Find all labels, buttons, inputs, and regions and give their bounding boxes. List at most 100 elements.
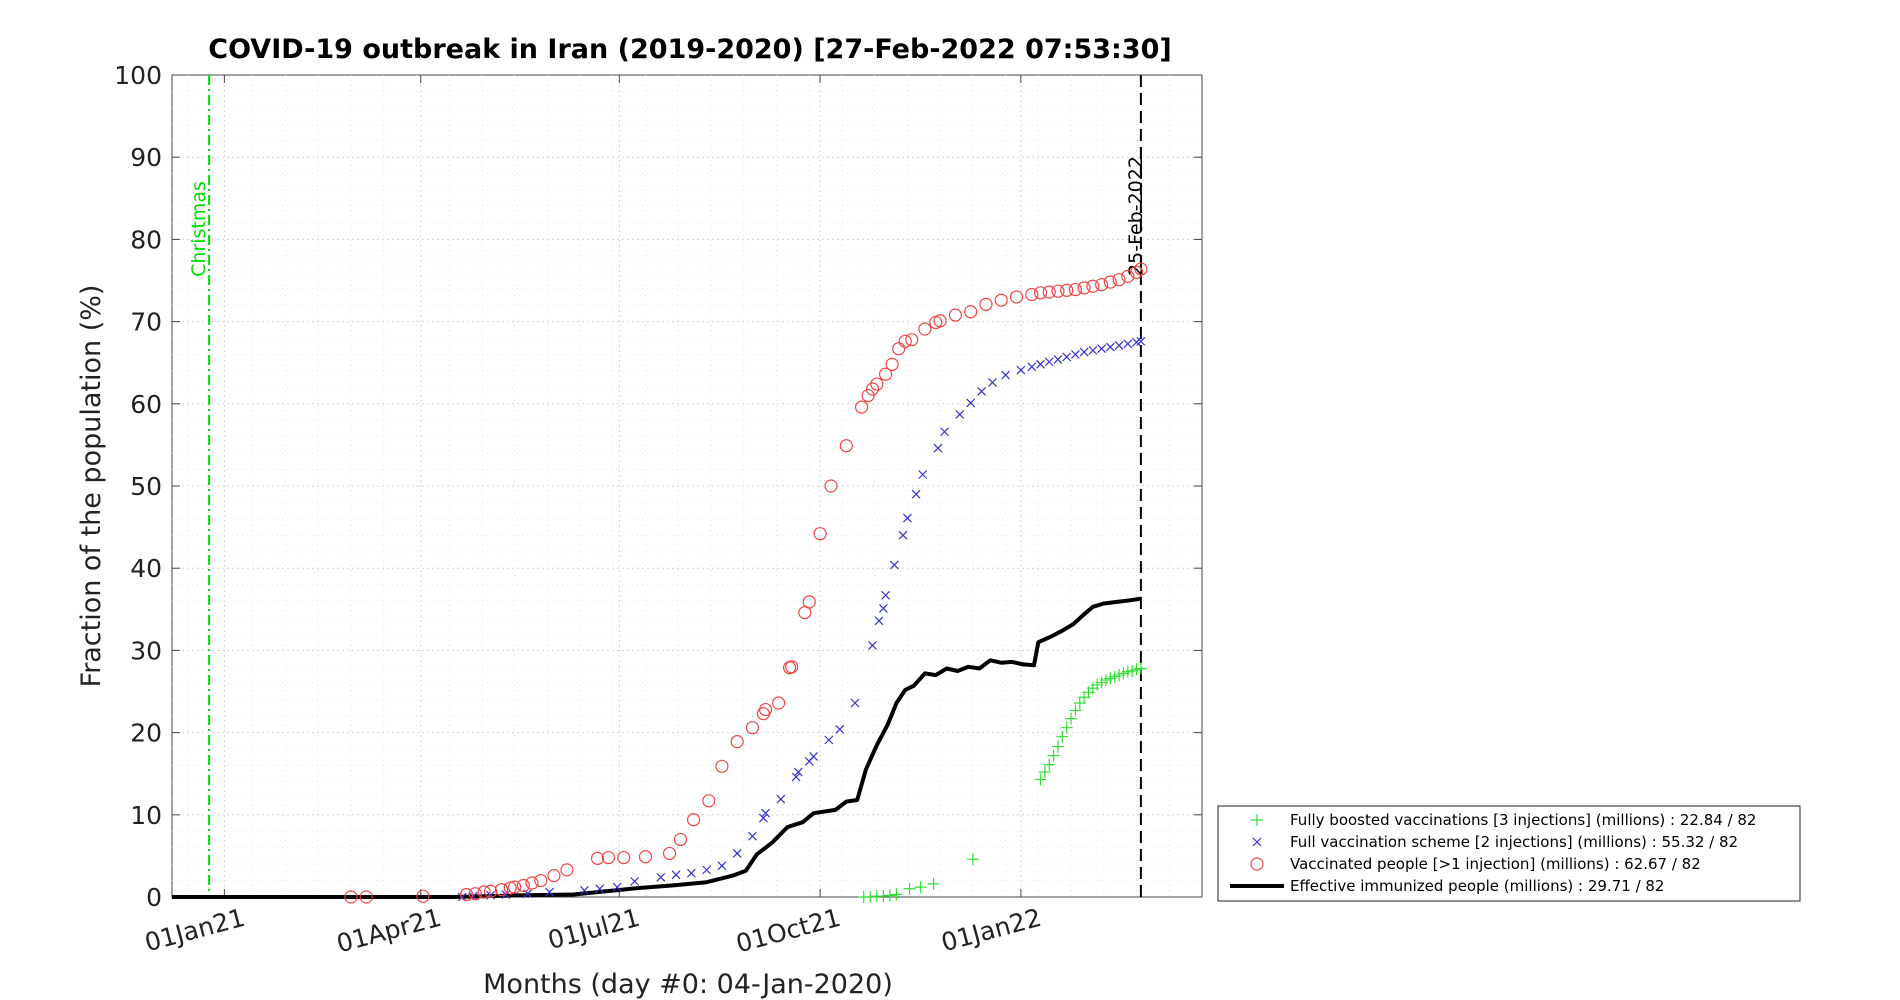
data-series: [172, 262, 1148, 904]
data-point: [877, 890, 890, 903]
data-point: [1114, 341, 1124, 350]
series-line: [172, 596, 1142, 899]
data-point: [761, 808, 770, 818]
data-point: [1051, 284, 1065, 298]
y-tick-label: 30: [130, 636, 162, 665]
data-point: [861, 388, 875, 403]
data-point: [903, 882, 916, 895]
series-circle: [344, 262, 1148, 904]
legend-entry: Full vaccination scheme [2 injections] (…: [1290, 833, 1738, 851]
data-point: [955, 410, 965, 419]
data-point: [927, 877, 940, 890]
legend-swatch: [1250, 857, 1264, 871]
data-point: [874, 616, 884, 626]
data-point: [1044, 357, 1054, 367]
data-point: [785, 660, 799, 674]
data-point: [468, 887, 482, 901]
series-line: [172, 596, 1142, 899]
data-point: [793, 767, 803, 777]
data-point: [494, 883, 509, 897]
y-axis: 0 10 20 30 40 50 60 70 80 90 100: [114, 61, 1202, 912]
data-point: [525, 876, 539, 890]
data-point: [1069, 704, 1082, 717]
legend-swatch: [1251, 814, 1263, 826]
data-point: [617, 850, 631, 865]
data-point: [813, 527, 827, 541]
y-tick-label: 50: [130, 472, 162, 501]
data-point: [416, 889, 430, 903]
data-point: [508, 880, 522, 894]
data-point: [772, 696, 786, 710]
data-point: [1129, 265, 1144, 279]
data-point: [892, 342, 906, 356]
data-point: [964, 305, 978, 319]
data-point: [1001, 370, 1011, 380]
data-point: [702, 865, 712, 875]
data-point: [730, 735, 744, 749]
data-point: [503, 881, 517, 895]
data-point: [914, 881, 927, 894]
data-point: [1095, 278, 1109, 292]
data-point: [1086, 279, 1100, 293]
data-point: [595, 884, 605, 894]
data-point: [966, 853, 979, 866]
data-point: [580, 885, 589, 895]
y-tick-label: 60: [130, 390, 162, 419]
data-point: [457, 892, 467, 902]
data-point: [1062, 352, 1072, 362]
data-point: [1077, 281, 1091, 295]
data-point: [1025, 287, 1039, 302]
data-point: [1065, 712, 1078, 725]
data-point: [748, 831, 757, 841]
data-point: [1134, 662, 1147, 675]
data-point: [590, 851, 605, 865]
data-point: [1038, 766, 1051, 779]
y-tick-label: 0: [146, 883, 162, 912]
data-point: [809, 752, 818, 761]
y-tick-label: 100: [114, 61, 162, 90]
data-point: [824, 479, 838, 493]
x-axis-label: Months (day #0: 04-Jan-2020): [483, 969, 893, 1000]
y-tick-label: 40: [130, 554, 162, 583]
annotation-label: 25-Feb-2022: [1125, 156, 1147, 276]
y-tick-label: 10: [130, 801, 162, 830]
data-point: [1060, 721, 1073, 734]
data-point: [1112, 273, 1126, 287]
data-point: [758, 813, 768, 823]
data-point: [1033, 286, 1048, 300]
data-point: [940, 427, 949, 437]
data-point: [486, 890, 496, 900]
data-point: [878, 604, 888, 613]
data-point: [459, 887, 474, 902]
data-point: [868, 641, 877, 650]
data-point: [839, 439, 853, 453]
data-point: [977, 387, 987, 396]
data-point: [1071, 350, 1080, 359]
data-point: [933, 314, 947, 328]
data-point: [881, 590, 891, 600]
data-point: [717, 861, 727, 871]
data-point: [1027, 362, 1037, 372]
data-point: [477, 885, 491, 899]
data-point: [1136, 336, 1146, 346]
data-point: [1097, 344, 1107, 354]
data-point: [802, 595, 816, 609]
data-point: [776, 794, 786, 804]
annotation-label: Christmas: [188, 181, 210, 277]
data-point: [918, 322, 932, 336]
data-point: [516, 878, 530, 893]
data-point: [865, 382, 880, 396]
data-point: [854, 400, 869, 414]
data-point: [918, 470, 928, 479]
data-point: [864, 891, 877, 903]
data-point: [702, 794, 716, 808]
legend-entry: Fully boosted vaccinations [3 injections…: [1290, 811, 1756, 829]
data-point: [1079, 347, 1089, 357]
data-point: [359, 890, 373, 904]
data-point: [1009, 290, 1024, 304]
data-point: [484, 884, 498, 898]
data-point: [1047, 749, 1060, 762]
data-point: [878, 367, 893, 381]
